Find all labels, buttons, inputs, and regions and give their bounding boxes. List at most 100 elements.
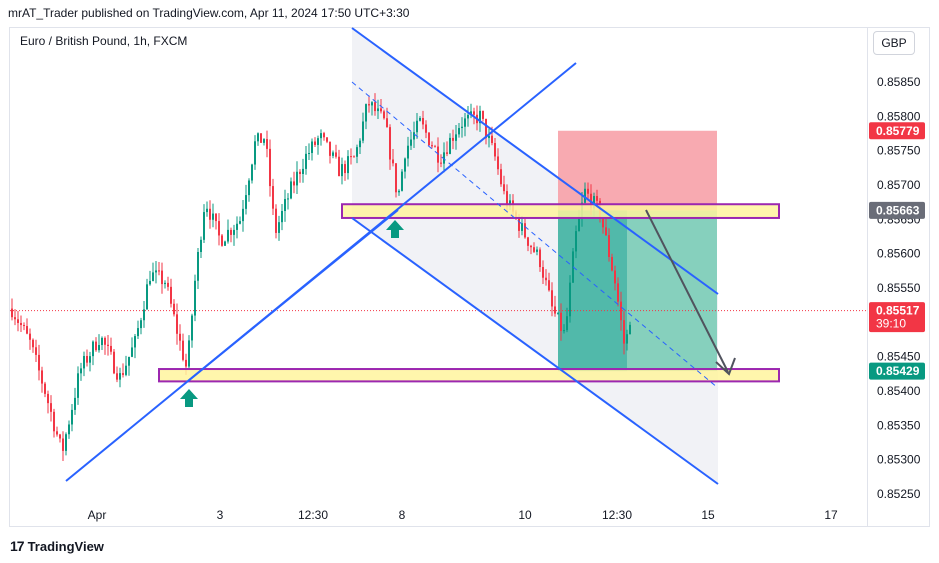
price-label-value: 0.85779 — [876, 124, 920, 138]
candle-body — [395, 163, 397, 193]
candle-body — [23, 325, 25, 327]
candle-body — [53, 411, 55, 432]
y-tick-label: 0.85800 — [877, 109, 921, 123]
y-tick-label: 0.85300 — [877, 453, 921, 467]
candle-body — [548, 280, 550, 291]
candle-body — [506, 191, 508, 207]
candle-body — [191, 315, 193, 341]
candle-body — [482, 110, 484, 119]
candle-body — [50, 403, 52, 412]
candle-body — [155, 270, 157, 273]
candle-body — [236, 223, 238, 230]
countdown-label: 39:10 — [876, 317, 906, 331]
chart-pane[interactable] — [9, 27, 868, 527]
candle-body — [74, 397, 76, 410]
candle-body — [368, 104, 370, 106]
candle-body — [503, 184, 505, 192]
x-tick-label: 10 — [518, 508, 532, 522]
candle-body — [338, 156, 340, 177]
y-tick-label: 0.85550 — [877, 281, 921, 295]
candle-body — [44, 383, 46, 394]
candle-body — [524, 223, 526, 238]
candle-body — [107, 344, 109, 346]
candle-body — [596, 196, 598, 201]
candle-body — [401, 171, 403, 191]
publisher-header: mrAT_Trader published on TradingView.com… — [8, 6, 410, 20]
candle-body — [245, 195, 247, 209]
candle-body — [92, 341, 94, 357]
symbol-title[interactable]: Euro / British Pound, 1h, FXCM — [20, 34, 188, 48]
tradingview-logo[interactable]: 17 TradingView — [10, 538, 104, 554]
price-scale[interactable] — [867, 27, 930, 527]
candle-body — [629, 324, 631, 335]
candle-body — [101, 337, 103, 346]
candle-body — [260, 133, 262, 143]
candle-body — [167, 282, 169, 287]
candle-body — [617, 283, 619, 302]
channel-midline — [351, 81, 719, 389]
candle-body — [494, 143, 496, 157]
candle-body — [89, 356, 91, 363]
y-tick-label: 0.85400 — [877, 384, 921, 398]
candle-body — [389, 127, 391, 160]
supply-demand-zone-upper — [341, 203, 780, 219]
candle-body — [233, 229, 235, 235]
x-tick-label: 12:30 — [602, 508, 632, 522]
candle-body — [122, 373, 124, 375]
candle-body — [539, 249, 541, 268]
y-tick-label: 0.85750 — [877, 144, 921, 158]
candle-body — [197, 251, 199, 281]
candle-body — [272, 186, 274, 209]
candle-body — [323, 133, 325, 138]
candle-body — [605, 227, 607, 236]
candle-body — [302, 168, 304, 175]
candle-body — [185, 359, 187, 367]
candle-body — [305, 153, 307, 169]
currency-selector[interactable]: GBP — [873, 31, 915, 55]
candle-body — [20, 322, 22, 326]
candle-body — [77, 373, 79, 398]
candle-body — [29, 333, 31, 340]
candle-body — [377, 108, 379, 112]
supply-demand-zone-lower — [158, 368, 780, 383]
x-tick-label: 12:30 — [298, 508, 328, 522]
candle-body — [392, 159, 394, 164]
candle-body — [470, 111, 472, 115]
candle-body — [215, 213, 217, 222]
candle-body — [164, 282, 166, 285]
candle-body — [152, 272, 154, 281]
candle-body — [62, 438, 64, 451]
candle-body — [620, 301, 622, 321]
candle-body — [623, 320, 625, 344]
candle-body — [365, 104, 367, 122]
candle-body — [98, 345, 100, 351]
candle-body — [140, 320, 142, 329]
candle-body — [569, 282, 571, 317]
candle-body — [461, 126, 463, 129]
price-label-box — [869, 302, 925, 333]
candle-body — [254, 141, 256, 165]
candle-body — [239, 221, 241, 224]
candle-body — [452, 137, 454, 141]
candle-body — [614, 270, 616, 284]
candle-body — [443, 152, 445, 164]
candle-body — [95, 341, 97, 351]
candle-body — [221, 235, 223, 246]
candle-body — [347, 156, 349, 174]
candle-body — [467, 114, 469, 119]
price-label-value: 0.85517 — [876, 304, 920, 318]
candle-body — [500, 169, 502, 185]
x-tick-label: Apr — [88, 508, 107, 522]
candle-body — [83, 355, 85, 369]
candle-body — [281, 211, 283, 223]
candle-body — [566, 316, 568, 331]
candle-body — [119, 373, 121, 380]
candle-body — [137, 328, 139, 337]
tradingview-logo-icon: 17 — [10, 538, 25, 554]
candle-body — [131, 347, 133, 357]
candle-body — [146, 284, 148, 310]
candle-body — [608, 235, 610, 257]
x-tick-label: 8 — [399, 508, 406, 522]
candle-body — [80, 368, 82, 374]
